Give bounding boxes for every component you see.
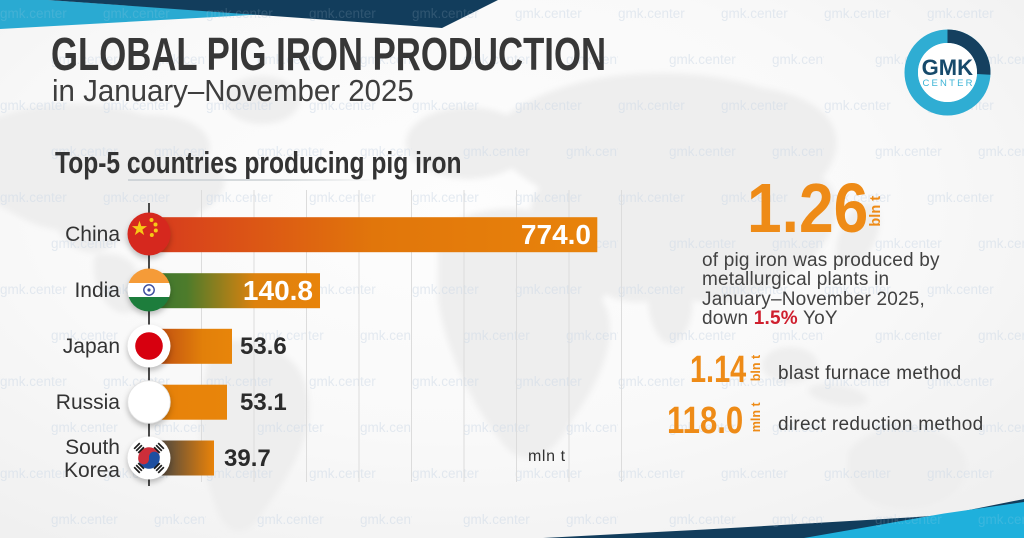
svg-text:CENTER: CENTER <box>922 78 974 89</box>
svg-text:GMK: GMK <box>922 55 973 80</box>
